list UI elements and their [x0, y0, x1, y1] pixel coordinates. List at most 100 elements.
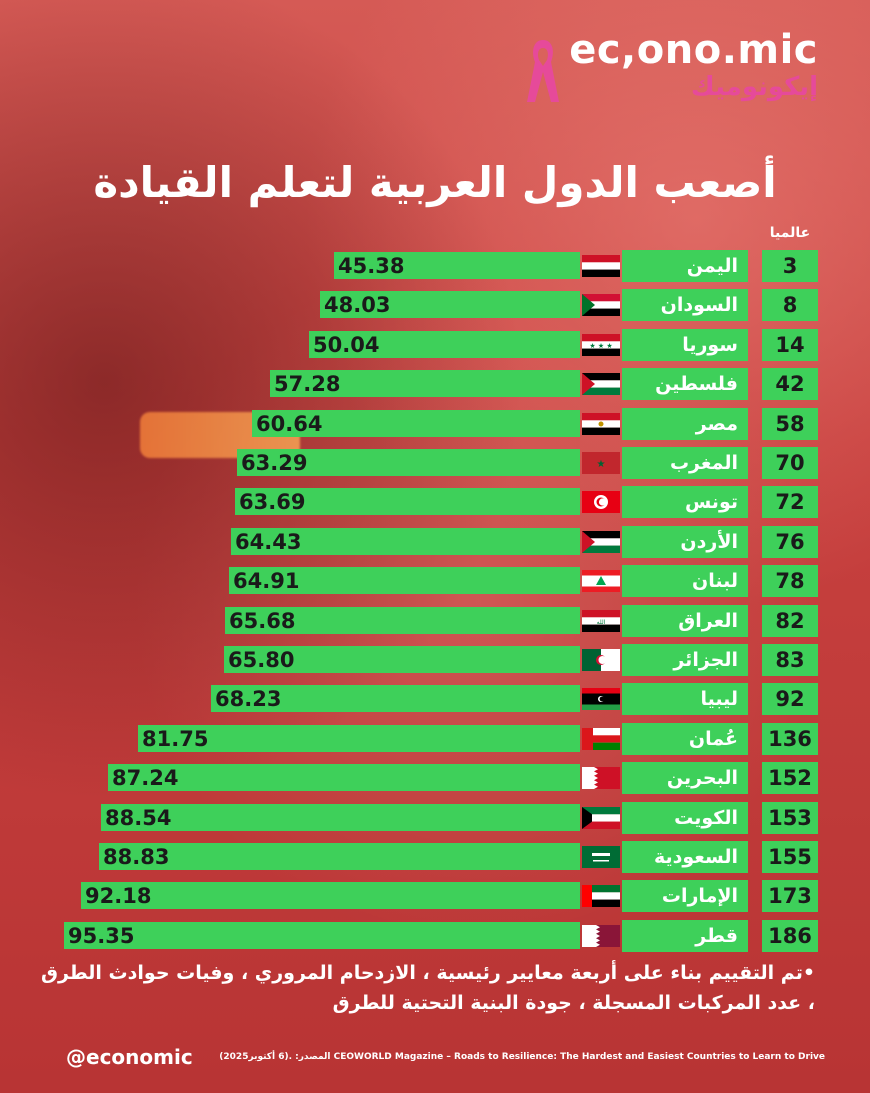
rank-label: 152 — [762, 762, 818, 794]
chart-row: 48.03 السودان 8 — [0, 289, 870, 321]
flag-lebanon-icon — [582, 570, 620, 592]
rank-label: 92 — [762, 683, 818, 715]
category-label: البحرين — [622, 762, 748, 794]
brand-name-ar: إيكونوميك — [690, 72, 818, 102]
rank-label: 58 — [762, 408, 818, 440]
chart-row: 50.04 ★ ★ ★ سوريا 14 — [0, 329, 870, 361]
flag-algeria-icon — [582, 649, 620, 671]
chart-row: 60.64 مصر 58 — [0, 408, 870, 440]
brand-logo: ec,ono.mic إيكونوميك — [527, 27, 818, 102]
bar — [231, 528, 580, 555]
category-label: تونس — [622, 486, 748, 518]
chart-row: 63.69 تونس 72 — [0, 486, 870, 518]
data-label: 45.38 — [338, 254, 405, 278]
rank-label: 70 — [762, 447, 818, 479]
svg-text:★: ★ — [597, 459, 606, 470]
data-label: 68.23 — [215, 687, 282, 711]
flag-libya-icon — [582, 688, 620, 710]
rank-label: 8 — [762, 289, 818, 321]
data-label: 88.83 — [103, 845, 170, 869]
methodology-note: •تم التقييم بناء على أربعة معايير رئيسية… — [40, 962, 815, 1014]
rank-label: 153 — [762, 802, 818, 834]
bar — [252, 410, 580, 437]
category-label: الإمارات — [622, 880, 748, 912]
data-label: 87.24 — [112, 766, 179, 790]
source-citation: المصدر: .(6 أكتوبر2025) CEOWORLD Magazin… — [219, 1052, 825, 1062]
rank-label: 82 — [762, 605, 818, 637]
chart-row: 87.24 البحرين 152 — [0, 762, 870, 794]
social-handle: @economic — [66, 1045, 193, 1069]
chart-row: 88.54 الكويت 153 — [0, 802, 870, 834]
flag-syria-icon: ★ ★ ★ — [582, 334, 620, 356]
bar — [229, 567, 580, 594]
category-label: اليمن — [622, 250, 748, 282]
category-label: العراق — [622, 605, 748, 637]
chart-row: 64.91 لبنان 78 — [0, 565, 870, 597]
flag-egypt-icon — [582, 413, 620, 435]
flag-oman-icon — [582, 728, 620, 750]
brand-name-en: ec,ono.mic — [569, 27, 818, 73]
bar — [99, 843, 580, 870]
bar — [108, 764, 580, 791]
data-label: 50.04 — [313, 333, 380, 357]
bar — [237, 449, 580, 476]
data-label: 64.91 — [233, 569, 300, 593]
pink-ribbon-icon — [527, 40, 560, 102]
flag-bahrain-icon — [582, 767, 620, 789]
bar — [334, 252, 580, 279]
bar — [320, 291, 580, 318]
rank-label: 155 — [762, 841, 818, 873]
category-label: المغرب — [622, 447, 748, 479]
chart-row: 65.80 الجزائر 83 — [0, 644, 870, 676]
category-label: الجزائر — [622, 644, 748, 676]
rank-label: 72 — [762, 486, 818, 518]
chart-row: 63.29 ★ المغرب 70 — [0, 447, 870, 479]
bar — [101, 804, 580, 831]
category-label: مصر — [622, 408, 748, 440]
category-label: ليبيا — [622, 683, 748, 715]
flag-yemen-icon — [582, 255, 620, 277]
flag-palestine-icon — [582, 373, 620, 395]
chart-row: 88.83 السعودية 155 — [0, 841, 870, 873]
chart-row: 92.18 الإمارات 173 — [0, 880, 870, 912]
data-label: 81.75 — [142, 727, 209, 751]
category-label: قطر — [622, 920, 748, 952]
flag-jordan-icon — [582, 531, 620, 553]
data-label: 65.68 — [229, 609, 296, 633]
bar — [211, 685, 580, 712]
rank-column-header: عالميا — [769, 225, 811, 241]
flag-iraq-icon: الله — [582, 610, 620, 632]
category-label: عُمان — [622, 723, 748, 755]
category-label: سوريا — [622, 329, 748, 361]
rank-label: 14 — [762, 329, 818, 361]
rank-label: 42 — [762, 368, 818, 400]
data-label: 92.18 — [85, 884, 152, 908]
rank-label: 186 — [762, 920, 818, 952]
bar — [64, 922, 580, 949]
rank-label: 76 — [762, 526, 818, 558]
category-label: لبنان — [622, 565, 748, 597]
svg-text:الله: الله — [597, 619, 606, 626]
category-label: فلسطين — [622, 368, 748, 400]
bar — [225, 607, 580, 634]
category-label: السودان — [622, 289, 748, 321]
bar — [309, 331, 580, 358]
chart-row: 65.68 الله العراق 82 — [0, 605, 870, 637]
chart-row: 45.38 اليمن 3 — [0, 250, 870, 282]
rank-label: 136 — [762, 723, 818, 755]
flag-tunisia-icon — [582, 491, 620, 513]
data-label: 88.54 — [105, 806, 172, 830]
rank-label: 3 — [762, 250, 818, 282]
data-label: 63.29 — [241, 451, 308, 475]
flag-saudi-icon — [582, 846, 620, 868]
data-label: 65.80 — [228, 648, 295, 672]
flag-sudan-icon — [582, 294, 620, 316]
chart-row: 57.28 فلسطين 42 — [0, 368, 870, 400]
chart-row: 64.43 الأردن 76 — [0, 526, 870, 558]
flag-morocco-icon: ★ — [582, 452, 620, 474]
chart-row: 68.23 ليبيا 92 — [0, 683, 870, 715]
data-label: 60.64 — [256, 412, 323, 436]
category-label: الأردن — [622, 526, 748, 558]
bar — [81, 882, 580, 909]
svg-text:★ ★ ★: ★ ★ ★ — [589, 342, 612, 350]
